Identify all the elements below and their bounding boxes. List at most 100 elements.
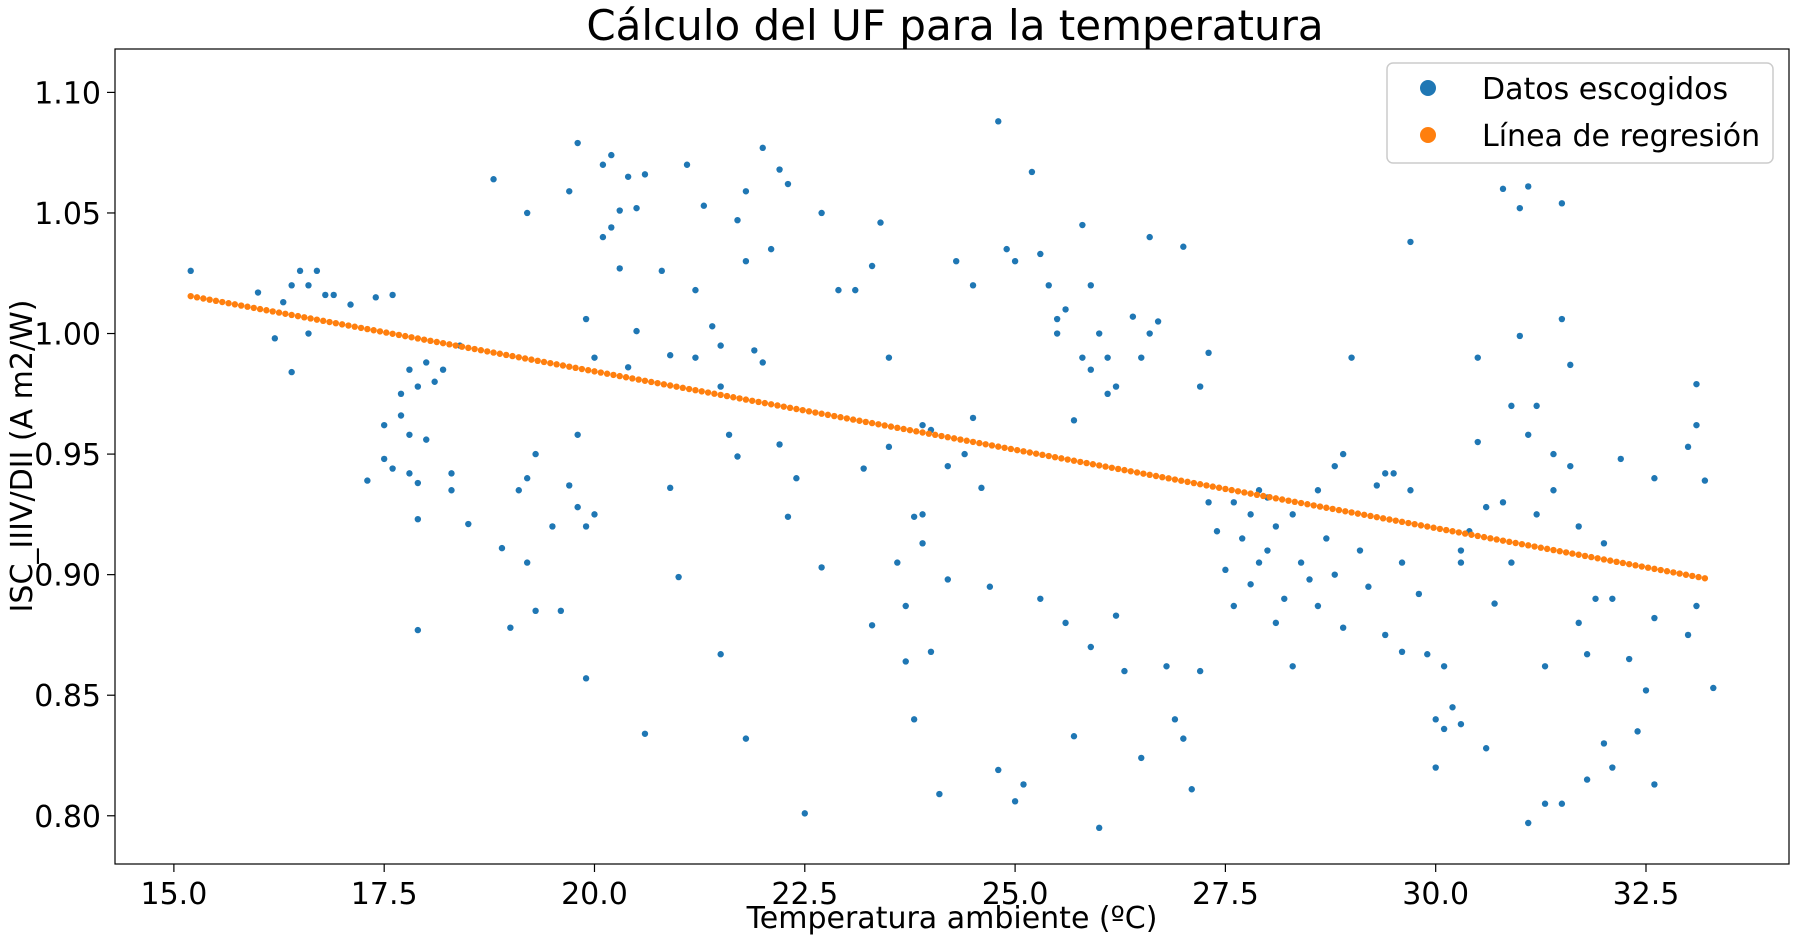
- regression-point: [294, 312, 302, 320]
- regression-point: [1121, 466, 1128, 474]
- data-point-datos-escogidos: [1104, 354, 1111, 361]
- data-point-datos-escogidos: [1045, 282, 1052, 289]
- regression-point: [913, 428, 920, 435]
- regression-point: [603, 370, 611, 377]
- regression-point: [1518, 540, 1526, 548]
- regression-point: [780, 403, 787, 410]
- regression-point: [1443, 526, 1450, 534]
- regression-point: [1260, 492, 1267, 500]
- regression-point: [685, 385, 693, 393]
- regression-point: [231, 301, 239, 308]
- data-point-datos-escogidos: [1180, 243, 1187, 250]
- regression-point: [1360, 511, 1368, 518]
- data-point-datos-escogidos: [1213, 528, 1221, 535]
- regression-point: [1424, 523, 1431, 530]
- data-point-datos-escogidos: [1609, 764, 1616, 771]
- regression-point: [1247, 490, 1254, 497]
- regression-point: [1405, 519, 1412, 527]
- data-point-datos-escogidos: [1382, 631, 1389, 639]
- regression-point: [1032, 450, 1040, 457]
- regression-point: [402, 332, 409, 340]
- regression-point: [950, 435, 958, 442]
- data-point-datos-escogidos: [1062, 306, 1069, 313]
- data-point-datos-escogidos: [1196, 383, 1204, 390]
- data-point-datos-escogidos: [1163, 663, 1170, 670]
- regression-point: [458, 343, 466, 350]
- regression-point: [887, 423, 895, 430]
- regression-point: [1234, 488, 1242, 495]
- data-point-datos-escogidos: [633, 204, 640, 212]
- regression-point: [824, 411, 832, 419]
- regression-point: [1285, 497, 1292, 504]
- data-point-datos-escogidos: [397, 390, 405, 398]
- data-point-datos-escogidos: [364, 477, 371, 484]
- data-point-datos-escogidos: [608, 151, 615, 159]
- regression-point: [187, 292, 194, 300]
- x-axis-ticks: 15.0 17.5 20.0 22.5 25.0 27.5 30.0 32.5: [140, 864, 1679, 912]
- regression-point: [1222, 485, 1229, 493]
- data-point-datos-escogidos: [1508, 559, 1515, 566]
- regression-point: [648, 378, 655, 386]
- regression-point: [1272, 495, 1280, 502]
- regression-point: [1644, 564, 1652, 571]
- regression-point: [225, 300, 232, 307]
- legend-label-linea-de-regresion: Línea de regresión: [1482, 119, 1760, 154]
- regression-point: [1588, 553, 1595, 561]
- data-point-datos-escogidos: [380, 421, 388, 429]
- data-point-datos-escogidos: [1693, 602, 1700, 610]
- data-point-datos-escogidos: [1070, 417, 1078, 424]
- regression-point: [1007, 445, 1015, 453]
- regression-point: [1657, 566, 1664, 574]
- regression-point: [1487, 535, 1494, 542]
- regression-point: [1165, 475, 1172, 482]
- regression-point: [1430, 524, 1437, 531]
- regression-point: [742, 396, 750, 403]
- regression-point: [1051, 453, 1059, 461]
- data-point-datos-escogidos: [1508, 402, 1515, 410]
- regression-point: [1411, 520, 1418, 528]
- regression-point: [1083, 459, 1090, 467]
- y-tick-label: 1.05: [34, 197, 101, 232]
- regression-point: [420, 336, 428, 343]
- data-point-datos-escogidos: [1356, 547, 1364, 554]
- regression-point: [1569, 550, 1576, 557]
- regression-point: [332, 319, 340, 327]
- regression-point: [1398, 518, 1406, 526]
- y-tick-label: 1.00: [34, 318, 101, 353]
- data-point-datos-escogidos: [1289, 663, 1296, 670]
- regression-point: [704, 389, 712, 396]
- data-point-datos-escogidos: [919, 511, 926, 518]
- data-point-datos-escogidos: [1314, 602, 1322, 610]
- regression-point: [502, 351, 510, 359]
- regression-point: [641, 377, 649, 384]
- regression-point: [1020, 448, 1027, 455]
- data-point-datos-escogidos: [742, 735, 750, 742]
- data-point-datos-escogidos: [322, 291, 329, 299]
- data-point-datos-escogidos: [431, 378, 438, 385]
- regression-point: [1159, 473, 1166, 481]
- regression-point: [1266, 493, 1273, 501]
- regression-point: [629, 375, 636, 382]
- regression-point: [288, 311, 295, 319]
- data-point-datos-escogidos: [1642, 687, 1650, 694]
- regression-point: [730, 394, 737, 401]
- regression-point: [496, 350, 504, 357]
- data-point-datos-escogidos: [1583, 776, 1591, 783]
- data-point-datos-escogidos: [414, 626, 422, 634]
- data-point-datos-escogidos: [1440, 725, 1448, 733]
- data-point-datos-escogidos: [1499, 499, 1507, 506]
- y-tick-label: 0.95: [34, 438, 101, 473]
- data-point-datos-escogidos: [734, 216, 741, 224]
- data-point-datos-escogidos: [717, 651, 724, 658]
- data-point-datos-escogidos: [692, 286, 699, 294]
- regression-point: [660, 381, 668, 388]
- datos-escogidos-series: [187, 118, 1717, 832]
- data-point-datos-escogidos: [1028, 168, 1036, 176]
- data-point-datos-escogidos: [1525, 431, 1532, 438]
- legend-label-datos-escogidos: Datos escogidos: [1482, 72, 1728, 107]
- chart-title: Cálculo del UF para la temperatura: [586, 1, 1323, 50]
- data-point-datos-escogidos: [641, 730, 649, 737]
- data-point-datos-escogidos: [1600, 540, 1608, 547]
- regression-point: [250, 304, 257, 312]
- regression-point: [1001, 444, 1008, 451]
